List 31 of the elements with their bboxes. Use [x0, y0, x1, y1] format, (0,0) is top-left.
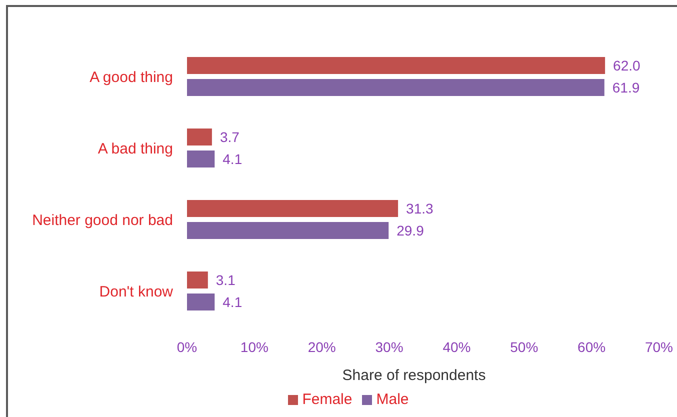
x-tick-label: 50% [510, 338, 538, 355]
y-tick-label: Don't know [99, 284, 174, 301]
x-tick-label: 40% [442, 338, 471, 355]
bar [187, 57, 606, 74]
data-label: 31.3 [406, 200, 434, 216]
data-label: 4.1 [222, 150, 242, 167]
bar [187, 222, 389, 239]
legend-label: Male [376, 391, 409, 408]
legend-label: Female [302, 391, 352, 408]
x-tick-label: 20% [308, 338, 336, 355]
bar [187, 79, 604, 96]
x-tick-label: 10% [240, 338, 268, 355]
bar [187, 128, 212, 146]
x-axis-title: Share of respondents [342, 367, 486, 384]
x-tick-label: 0% [176, 338, 198, 355]
data-label: 29.9 [396, 222, 424, 238]
bar [187, 200, 398, 217]
data-label: 61.9 [612, 79, 640, 96]
data-label: 3.1 [216, 272, 236, 288]
y-tick-label: A bad thing [98, 140, 173, 158]
y-tick-label: A good thing [90, 69, 173, 86]
bar [187, 272, 208, 288]
x-tick-label: 60% [578, 338, 606, 355]
bar [187, 294, 215, 310]
data-label: 62.0 [613, 57, 641, 74]
x-tick-label: 70% [644, 338, 674, 355]
bar [187, 150, 215, 168]
x-tick-label: 30% [375, 338, 404, 355]
data-label: 3.7 [220, 128, 240, 145]
data-label: 4.1 [222, 294, 242, 310]
y-tick-label: Neither good nor bad [32, 212, 173, 230]
